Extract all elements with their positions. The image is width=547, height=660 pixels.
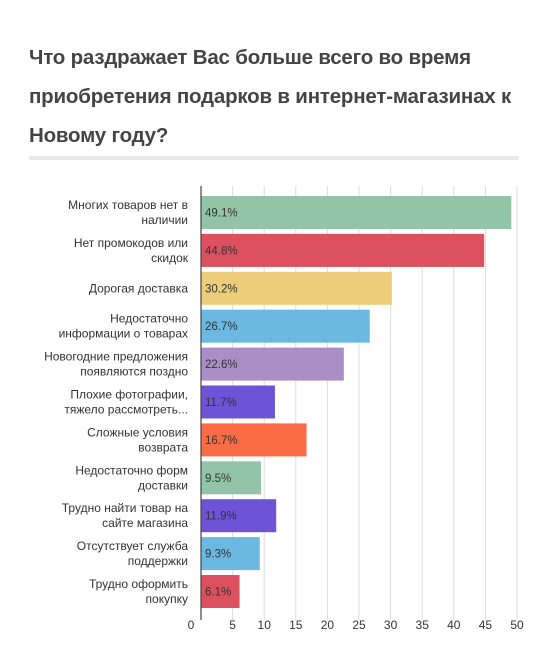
category-label-line: Отсутствует служба [77, 539, 189, 553]
x-tick-label: 5 [229, 618, 236, 632]
bar-value-label: 11.9% [205, 511, 237, 523]
bar [201, 575, 240, 608]
category-label: Плохие фотографии, тяжело рассмотреть... [64, 388, 188, 417]
category-labels: Многих товаров нет в наличии Нет промокодо… [44, 198, 189, 606]
category-label-line: покупку [146, 592, 188, 606]
category-label-line: появляются поздно [80, 365, 188, 379]
bar [201, 461, 262, 495]
category-label: Многих товаров нет в наличии [68, 198, 188, 227]
category-label: Нет промокодов или скидок [74, 236, 189, 265]
category-label: Недостаточно форм доставки [75, 463, 188, 492]
category-label: Трудно оформить покупку [89, 577, 188, 606]
category-label: Сложные условия возврата [87, 425, 188, 454]
category-label-line: сайте магазина [102, 516, 188, 530]
bar [201, 233, 485, 267]
category-label-line: Нет промокодов или [74, 236, 188, 250]
bar-value-label: 30.2% [205, 283, 238, 295]
x-tick-label: 40 [447, 618, 461, 632]
category-label-line: Трудно найти товар на [62, 501, 189, 515]
x-tick-label: 20 [321, 618, 335, 632]
title-divider [29, 156, 519, 160]
bar-value-label: 44.8% [205, 245, 238, 257]
category-label-line: тяжело рассмотреть... [64, 403, 188, 417]
bar [201, 423, 307, 457]
category-label-line: Новогодние предложения [44, 350, 188, 364]
bars: 49.1% 44.8% 30.2% 26.7% 22.6% 11.7% 16.7% 9.5% 1… [201, 196, 512, 608]
x-tick-label: 50 [510, 618, 524, 632]
category-label: Дорогая доставка [89, 281, 189, 295]
x-tick-label: 15 [289, 618, 303, 632]
bar-value-label: 49.1% [205, 208, 238, 220]
bar-value-label: 26.7% [205, 321, 238, 333]
category-label-line: Трудно оформить [89, 577, 188, 591]
bar [201, 347, 344, 381]
bar-value-label: 9.3% [205, 549, 231, 561]
bar [201, 196, 512, 229]
chart-title: Что раздражает Вас больше всего во время… [29, 46, 512, 147]
category-label: Недостаточно информации о товарах [59, 312, 189, 341]
x-tick-label: 45 [479, 618, 493, 632]
bar-value-label: 6.1% [205, 587, 231, 599]
x-tick-labels: 0 5 10 15 20 25 30 35 40 45 50 [188, 618, 524, 632]
category-label-line: доставки [138, 478, 188, 492]
bar [201, 385, 275, 419]
category-label-line: скидок [151, 251, 189, 265]
x-tick-label: 10 [258, 618, 272, 632]
x-tick-label: 0 [188, 618, 195, 632]
bar-value-label: 16.7% [205, 435, 238, 447]
bar-value-label: 9.5% [205, 473, 231, 485]
bar [201, 499, 277, 533]
category-label-line: информации о товарах [59, 327, 188, 341]
category-label-line: Дорогая доставка [89, 281, 189, 295]
x-tick-label: 25 [352, 618, 366, 632]
category-label: Новогодние предложения появляются поздно [44, 350, 188, 379]
category-label: Отсутствует служба поддержки [77, 539, 189, 568]
bar [201, 309, 370, 343]
category-label-line: Недостаточно форм [75, 463, 188, 477]
category-label-line: Недостаточно [110, 312, 188, 326]
category-label-line: возврата [138, 440, 188, 454]
category-label-line: Многих товаров нет в [68, 198, 188, 212]
bar [201, 271, 392, 305]
bar-value-label: 11.7% [205, 397, 237, 409]
x-tick-label: 30 [384, 618, 398, 632]
bar-value-label: 22.6% [205, 359, 238, 371]
category-label-line: наличии [141, 213, 188, 227]
x-tick-label: 35 [416, 618, 430, 632]
category-label-line: поддержки [128, 554, 188, 568]
category-label: Трудно найти товар на сайте магазина [62, 501, 189, 530]
category-label-line: Плохие фотографии, [70, 388, 188, 402]
category-label-line: Сложные условия [87, 425, 188, 439]
bar [201, 537, 260, 571]
